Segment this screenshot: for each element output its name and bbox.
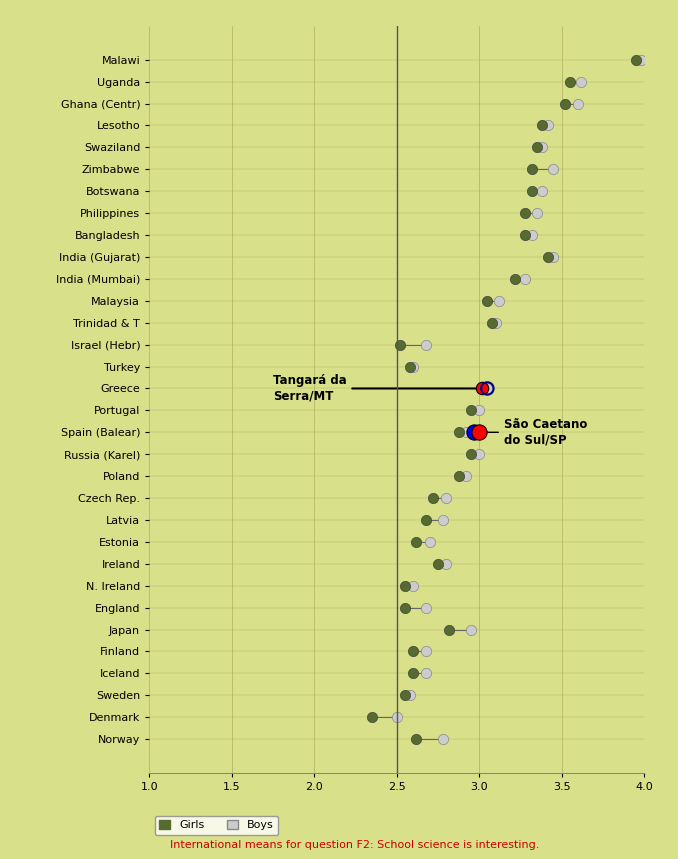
Point [536,119,547,132]
Point [573,97,584,111]
Point [543,250,554,264]
Point [395,338,405,351]
Point [490,316,501,330]
Point [454,425,464,439]
Point [391,710,402,724]
Point [527,228,538,242]
Point [407,667,418,680]
Point [474,425,485,439]
Point [520,272,531,286]
Point [399,688,410,702]
Point [468,425,479,439]
Point [444,623,455,637]
Point [494,294,504,308]
Point [421,338,432,351]
Point [477,381,488,395]
Point [460,425,471,439]
Point [474,404,485,417]
Point [510,272,521,286]
Point [411,732,422,746]
Point [520,206,531,220]
Text: São Caetano
do Sul/SP: São Caetano do Sul/SP [482,418,587,447]
Point [411,535,422,549]
Point [543,119,554,132]
Point [421,667,432,680]
Point [407,644,418,658]
Point [407,579,418,593]
Point [520,228,531,242]
Point [441,491,452,505]
Point [433,557,443,570]
Point [404,688,415,702]
Legend: Girls, Boys: Girls, Boys [155,816,278,835]
Point [474,448,485,461]
Point [367,710,378,724]
Point [466,404,477,417]
Point [421,644,432,658]
Point [477,381,488,395]
Point [532,206,542,220]
Point [482,381,493,395]
Point [460,469,471,483]
Point [482,294,493,308]
Point [527,185,538,198]
Point [559,97,570,111]
Point [564,75,575,88]
Point [548,162,559,176]
Point [421,513,432,527]
Point [635,53,646,67]
Text: International means for question F2: School science is interesting.: International means for question F2: Sch… [170,840,539,850]
Point [404,360,415,374]
Point [428,491,439,505]
Point [441,557,452,570]
Point [437,513,448,527]
Point [548,250,559,264]
Point [527,162,538,176]
Point [407,360,418,374]
Point [466,448,477,461]
Point [466,623,477,637]
Text: Tangará da
Serra/MT: Tangará da Serra/MT [273,375,479,403]
Point [399,600,410,614]
Point [536,141,547,155]
Point [536,185,547,198]
Point [454,469,464,483]
Point [421,600,432,614]
Point [399,579,410,593]
Point [424,535,435,549]
Point [631,53,641,67]
Point [532,141,542,155]
Point [437,732,448,746]
Point [482,381,493,395]
Point [576,75,587,88]
Point [487,316,498,330]
